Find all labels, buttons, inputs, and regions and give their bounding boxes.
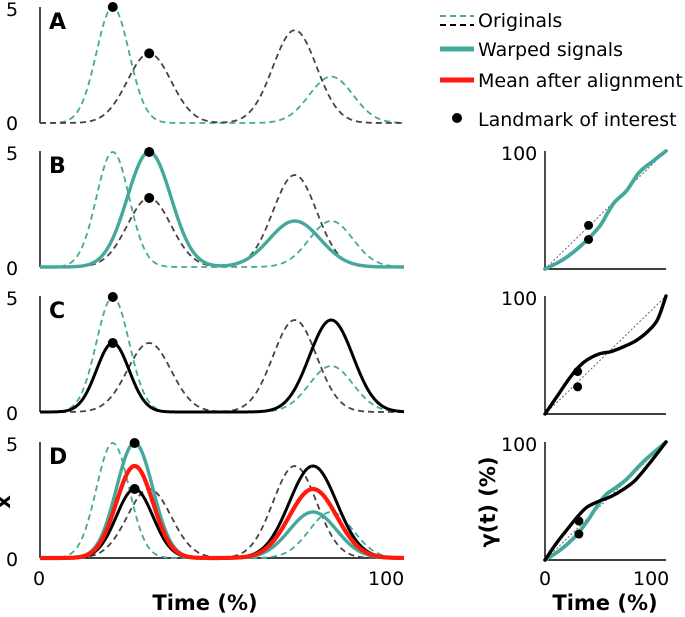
panel-c-ytick-top: 5 [6,288,18,310]
panel-a-line-original-2 [40,29,404,124]
panel-b-ytick-top: 5 [6,143,18,165]
panel-d-line-original-1 [40,442,405,559]
legend-item-originals: Originals [440,10,562,32]
warp-c-ytick-top: 100 [501,288,537,310]
panel-c-label: C [49,299,65,324]
panel-d-xtick-0: 0 [33,568,45,590]
warp-b-line-warping-function-1 [543,149,668,271]
legend-item-mean: Mean after alignment [440,70,683,92]
warp-c-landmark-2 [573,382,583,392]
warp-d-landmark-1 [574,516,584,526]
warp-b-landmark-2 [584,235,594,244]
panel-a-landmark-1 [107,2,118,12]
legend-warped-label: Warped signals [478,39,623,61]
panel-b-ytick-bottom: 0 [6,258,18,280]
panel-d-label: D [49,445,67,470]
warp-d-line-warping-function-1 [543,440,668,562]
legend-item-landmark: Landmark of interest [452,109,677,131]
warp-d-xtick-0: 0 [539,568,551,590]
panel-c-line-original-1 [40,296,405,413]
legend-item-warped: Warped signals [440,39,623,61]
panel-a-landmark-2 [144,48,155,59]
panel-b: B 5 0 [6,143,405,280]
warp-b-plot [543,149,668,271]
panel-d-xtick-100: 100 [368,568,404,590]
legend-landmark-label: Landmark of interest [478,109,677,131]
warp-b: 100 [501,143,668,271]
legend: Originals Warped signals Mean after alig… [440,10,683,131]
panel-c-plot [39,292,405,414]
warp-d-landmark-2 [574,529,584,539]
panel-c-line-warped-signal-2 [39,318,405,414]
panel-c-landmark-2 [107,338,118,348]
panel-d-line-mean-after-alignment [38,463,406,561]
warp-b-identity-line [544,150,667,270]
panel-b-line-original-1 [40,151,405,268]
panel-d-ytick-bottom: 0 [6,549,18,571]
panel-a-line-original-1 [40,6,405,124]
legend-mean-label: Mean after alignment [478,70,683,92]
panel-d-plot [38,438,406,561]
panel-c-line-original-2 [40,319,404,413]
warp-b-ytick-top: 100 [501,143,537,165]
panel-b-landmark-2 [144,193,155,203]
legend-originals-label: Originals [478,10,562,32]
panel-b-label: B [49,154,66,179]
panel-a-ytick-top: 5 [6,0,18,21]
panel-a: A 5 0 [6,0,405,135]
panel-b-line-warped-signal-1 [39,150,405,269]
panel-d-xlabel: Time (%) [152,591,257,615]
panel-b-plot [39,147,405,269]
legend-landmark-dot [452,113,462,123]
panel-c: C 5 0 [6,288,405,425]
panel-d-line-warped-signal-1 [39,441,405,560]
panel-b-line-original-2 [40,174,404,268]
warp-d: 100 γ(t) (%) 0 100 Time (%) [476,434,669,615]
panel-a-plot [40,2,405,124]
panel-c-ytick-bottom: 0 [6,403,18,425]
warp-d-xlabel: Time (%) [552,591,657,615]
warp-d-plot [543,440,668,562]
warp-d-ytick-top: 100 [501,434,537,456]
panel-d-ylabel: x [0,495,15,509]
panel-a-label: A [49,10,66,35]
warp-c-landmark-1 [573,367,583,377]
panel-d-landmark-2 [129,484,140,494]
warp-d-ylabel: γ(t) (%) [476,456,500,547]
panel-d-line-original-2 [40,465,404,559]
warp-d-line-warping-function-2 [543,440,668,562]
panel-b-landmark-1 [144,147,155,157]
warp-c-identity-line [544,295,667,415]
warp-b-landmark-1 [584,220,594,230]
panel-c-landmark-1 [107,292,118,302]
warp-c-plot [543,294,668,416]
panel-d-ytick-top: 5 [6,434,18,456]
warp-c: 100 [501,288,668,416]
warp-d-xtick-100: 100 [633,568,669,590]
warp-c-line-warping-function-2 [543,294,668,416]
panel-d: D 5 0 x 0 100 Time (%) [0,434,406,615]
panel-a-ytick-bottom: 0 [6,113,18,135]
panel-d-landmark-1 [129,438,140,448]
